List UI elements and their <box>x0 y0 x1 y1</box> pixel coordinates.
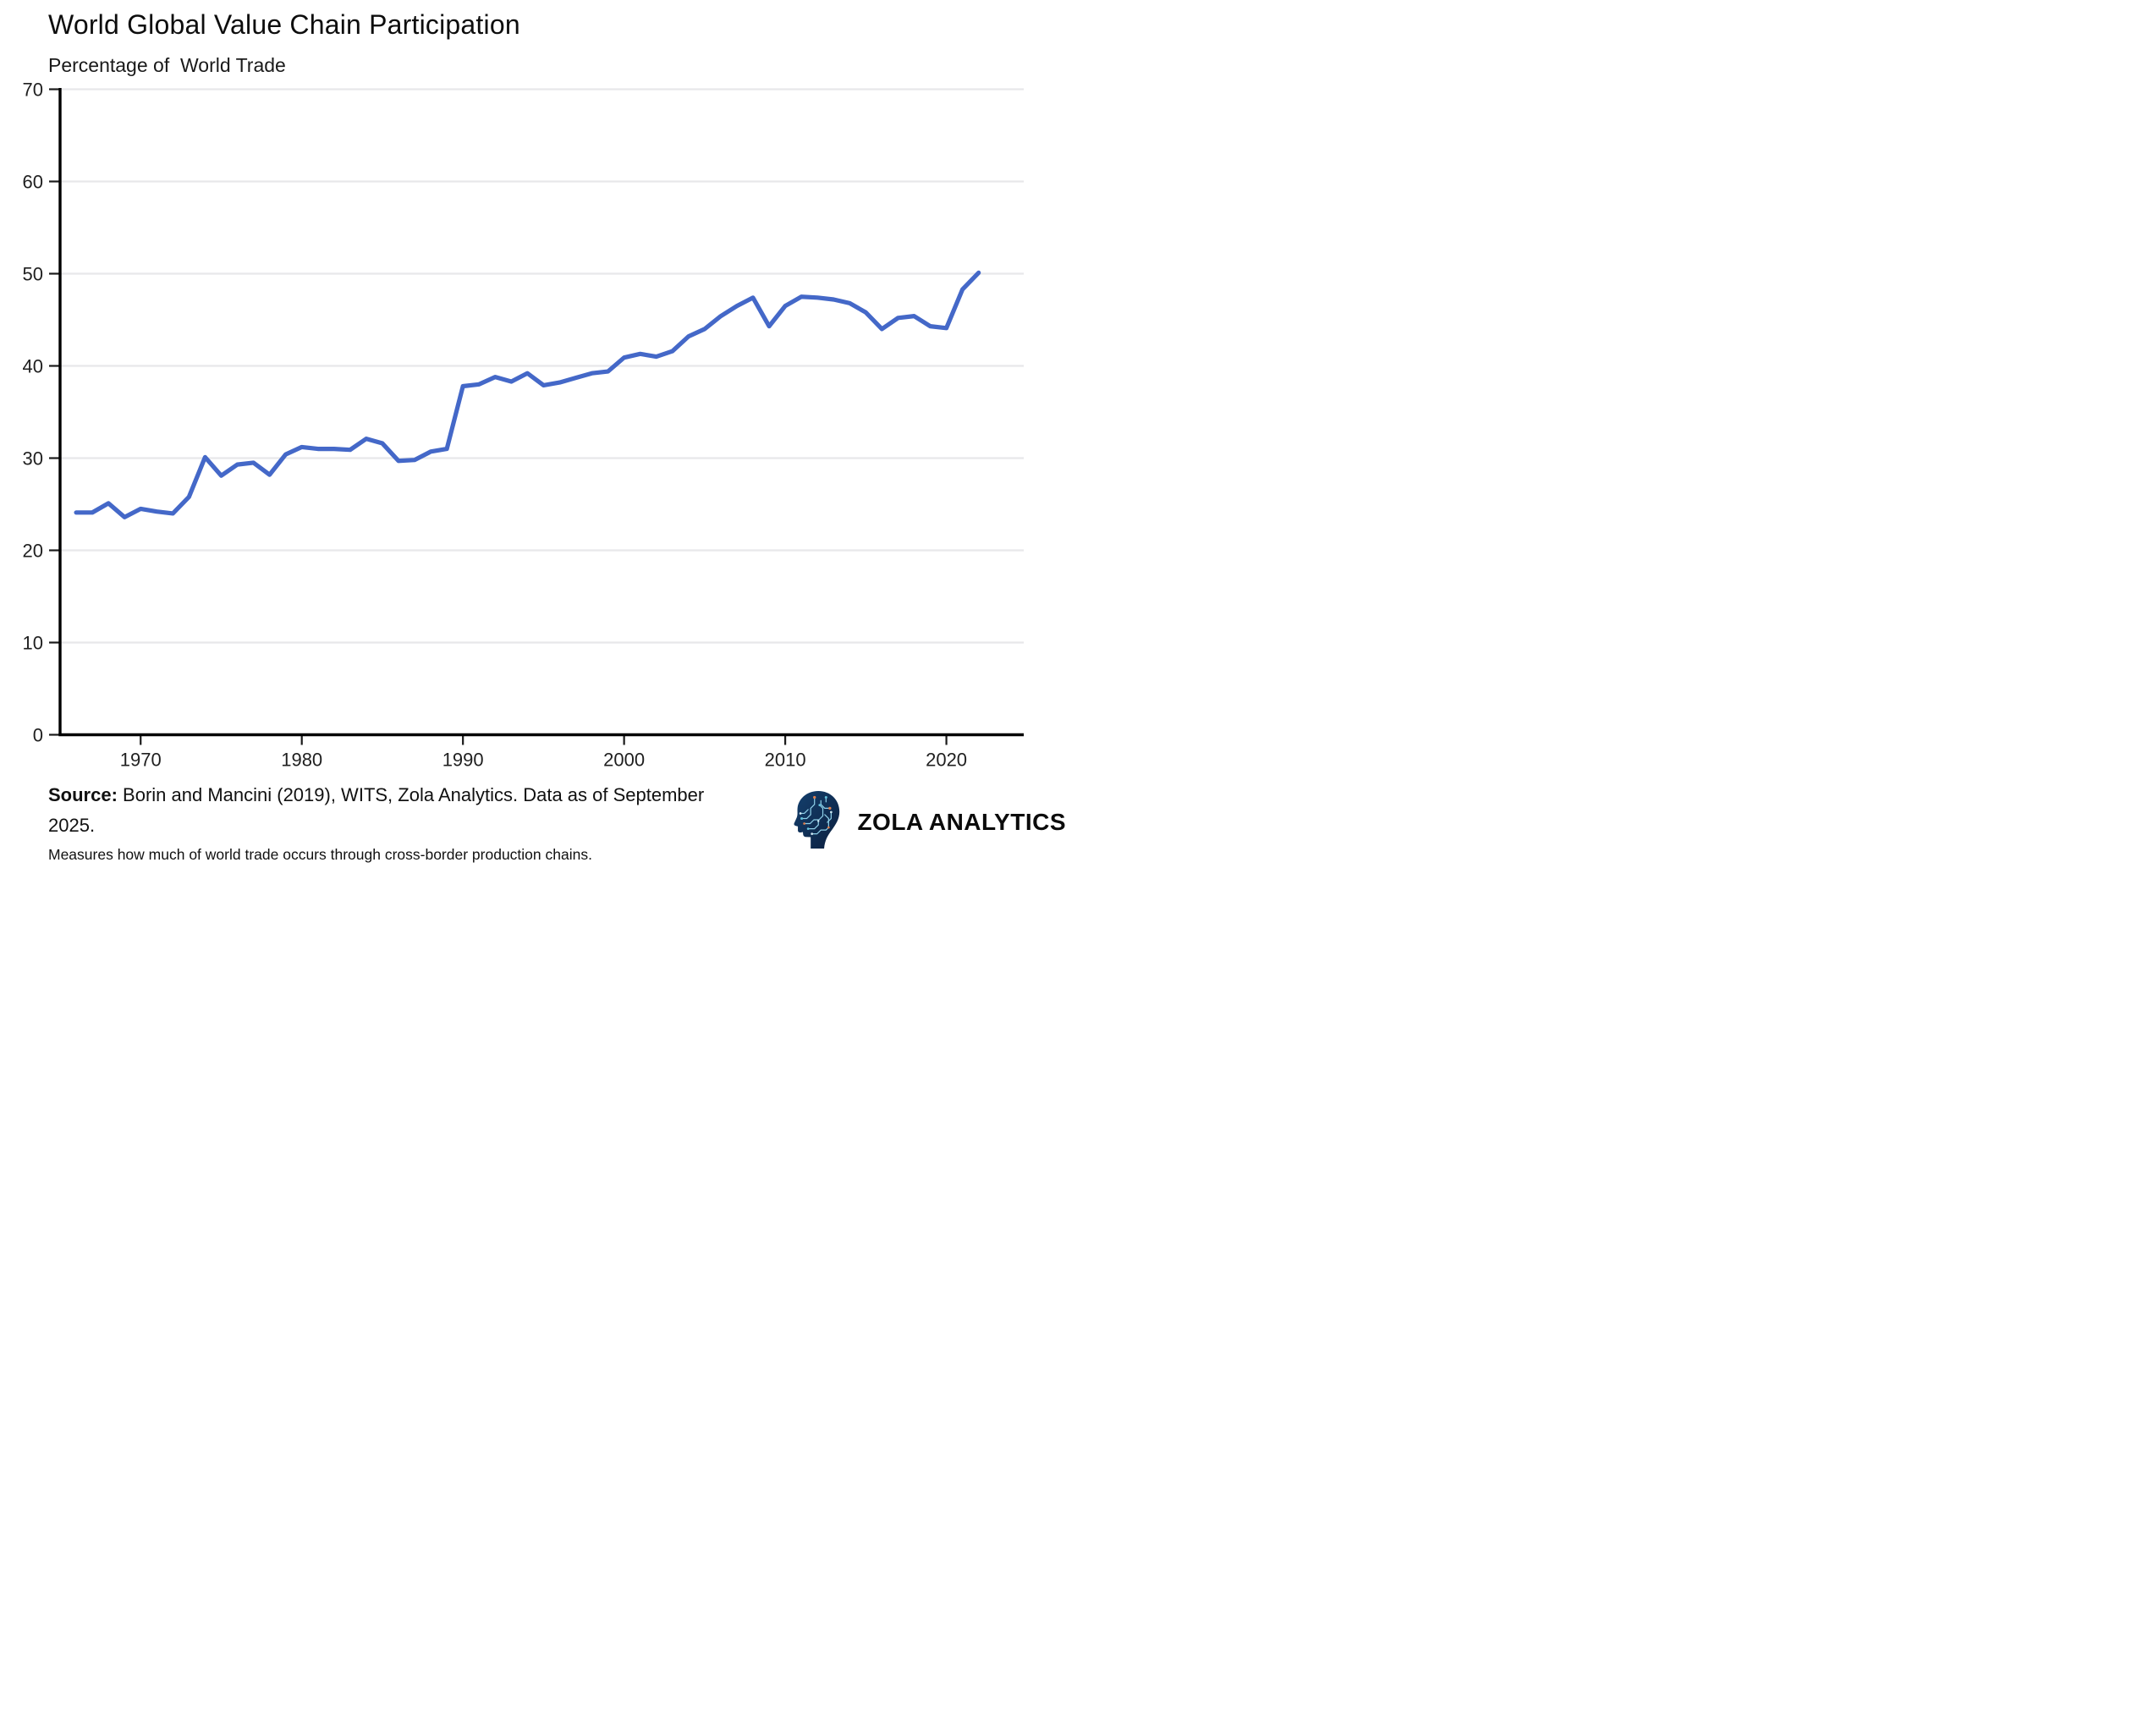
y-tick-label-20: 20 <box>23 541 43 562</box>
x-tick-label-2010: 2010 <box>765 750 806 771</box>
chart-footnote: Measures how much of world trade occurs … <box>48 846 592 863</box>
source-text: Borin and Mancini (2019), WITS, Zola Ana… <box>48 784 710 836</box>
source-label: Source: <box>48 784 118 805</box>
y-tick-label-40: 40 <box>23 356 43 377</box>
x-tick-label-1990: 1990 <box>442 750 484 771</box>
circuit-head-icon <box>793 790 845 854</box>
y-tick-label-30: 30 <box>23 448 43 470</box>
y-tick-label-60: 60 <box>23 172 43 193</box>
y-tick-label-50: 50 <box>23 264 43 285</box>
chart-figure: World Global Value Chain Participation P… <box>0 0 1074 868</box>
y-tick-label-70: 70 <box>23 80 43 101</box>
x-tick-label-2020: 2020 <box>926 750 967 771</box>
y-tick-label-10: 10 <box>23 633 43 654</box>
y-tick-label-0: 0 <box>33 725 43 746</box>
page-title: World Global Value Chain Participation <box>48 9 520 40</box>
brand-logo: ZOLA ANALYTICS <box>793 790 1066 854</box>
data-series-line-0 <box>74 270 981 519</box>
source-note: Source: Borin and Mancini (2019), WITS, … <box>48 780 750 841</box>
brand-name: ZOLA ANALYTICS <box>857 808 1066 835</box>
x-tick-label-2000: 2000 <box>603 750 645 771</box>
x-tick-label-1970: 1970 <box>120 750 162 771</box>
chart-subtitle: Percentage of World Trade <box>48 54 286 76</box>
line-chart-plot-area: 0 10 20 30 40 50 60 70 1970 1980 1990 2000 2010 2020 <box>23 80 1024 771</box>
x-tick-label-1980: 1980 <box>281 750 322 771</box>
